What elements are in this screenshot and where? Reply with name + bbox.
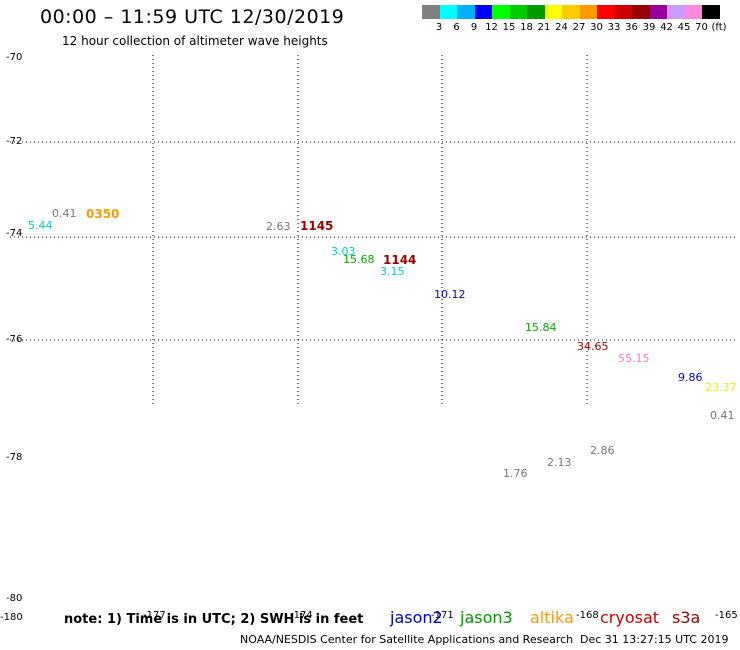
- swh-value-label: 2.63: [266, 220, 291, 233]
- map-gridlines: [10, 55, 735, 405]
- latitude-labels: -70 -72 -74 -76 -78 -80: [6, 52, 22, 604]
- satellite-legend-item: s3a: [672, 608, 701, 627]
- swh-value-label: 9.86: [678, 371, 703, 384]
- legend-swatch: [474, 5, 493, 19]
- legend-swatch: [527, 5, 545, 19]
- legend-swatch: [544, 5, 563, 19]
- legend-label: 36: [625, 22, 638, 33]
- legend-label: 42: [660, 22, 673, 33]
- swh-value-label: 1.76: [503, 467, 528, 480]
- observation-labels: 5.440.412.633.0315.683.1510.1215.8434.65…: [28, 207, 737, 480]
- generation-timestamp: Dec 31 13:27:15 UTC 2019: [580, 633, 729, 646]
- swh-value-label: 5.44: [28, 219, 53, 232]
- swh-value-label: 23.37: [705, 381, 737, 394]
- legend-label: 24: [555, 22, 568, 33]
- pass-time-labels: 0350 1145 1144: [86, 207, 416, 267]
- latitude-label: -72: [6, 136, 22, 147]
- legend-label: 70: [695, 22, 708, 33]
- longitude-label: -165: [715, 610, 738, 621]
- legend-label: 6: [453, 22, 460, 33]
- legend-label: 21: [537, 22, 551, 33]
- pass-time-label: 1144: [383, 253, 416, 267]
- legend-swatch: [684, 5, 703, 19]
- legend-label: 27: [572, 22, 586, 33]
- legend-swatch: [492, 5, 510, 19]
- longitude-label: -168: [576, 610, 599, 621]
- legend-label: 39: [642, 22, 656, 33]
- swh-value-label: 10.12: [434, 288, 466, 301]
- latitude-label: -74: [6, 228, 22, 239]
- satellite-legend-item: cryosat: [600, 608, 660, 627]
- latitude-label: -80: [6, 593, 22, 604]
- swh-value-label: 3.03: [331, 245, 356, 258]
- map-subtitle: 12 hour collection of altimeter wave hei…: [62, 34, 328, 48]
- legend-label: 33: [607, 22, 621, 33]
- swh-value-label: 55.15: [618, 352, 650, 365]
- legend-swatch: [632, 5, 650, 19]
- latitude-label: -70: [6, 52, 22, 63]
- satellite-legend-item: altika: [530, 608, 574, 627]
- swh-value-label: 15.84: [525, 321, 557, 334]
- legend-swatch: [649, 5, 668, 19]
- legend-swatch: [702, 5, 720, 19]
- credit-line: NOAA/NESDIS Center for Satellite Applica…: [240, 633, 574, 646]
- legend-swatch: [509, 5, 528, 19]
- longitude-label: -177: [143, 610, 166, 621]
- legend-swatch: [422, 5, 440, 19]
- legend-swatch: [457, 5, 475, 19]
- legend-label: 30: [590, 22, 603, 33]
- swh-value-label: 15.68: [343, 253, 375, 266]
- swh-value-label: 34.65: [577, 340, 609, 353]
- pass-time-label: 1145: [300, 219, 333, 233]
- swh-value-label: 3.15: [380, 265, 405, 278]
- swh-value-label: 2.13: [547, 456, 572, 469]
- swh-value-label: 0.41: [52, 207, 77, 220]
- longitude-label: -180: [0, 612, 23, 623]
- swh-value-label: 2.86: [590, 444, 615, 457]
- legend-swatch: [562, 5, 580, 19]
- legend-label: 12: [485, 22, 498, 33]
- latitude-label: -78: [6, 452, 22, 463]
- swh-value-label: 0.41: [710, 409, 735, 422]
- map-title: 00:00 – 11:59 UTC 12/30/2019: [40, 6, 345, 28]
- legend-swatch: [579, 5, 598, 19]
- legend-label: 3: [435, 22, 443, 33]
- satellite-legend-item: jason3: [460, 608, 513, 627]
- longitude-labels: -180 -177 -174 -171 -168 -165: [0, 610, 738, 623]
- longitude-label: -171: [431, 610, 454, 621]
- legend-label: (ft): [711, 22, 727, 33]
- latitude-label: -76: [6, 334, 22, 345]
- legend-label: 9: [470, 22, 478, 33]
- legend-label: 15: [502, 22, 516, 33]
- units-note: note: 1) Time is in UTC; 2) SWH is in fe…: [64, 612, 364, 627]
- longitude-label: -174: [290, 610, 313, 621]
- satellite-legend-item: jason2: [390, 608, 443, 627]
- legend-swatch: [597, 5, 615, 19]
- legend-swatch: [667, 5, 685, 19]
- legend-swatch: [439, 5, 458, 19]
- legend-label: 18: [520, 22, 533, 33]
- legend-swatch: [614, 5, 633, 19]
- legend-label: 45: [677, 22, 691, 33]
- pass-time-label: 0350: [86, 207, 119, 221]
